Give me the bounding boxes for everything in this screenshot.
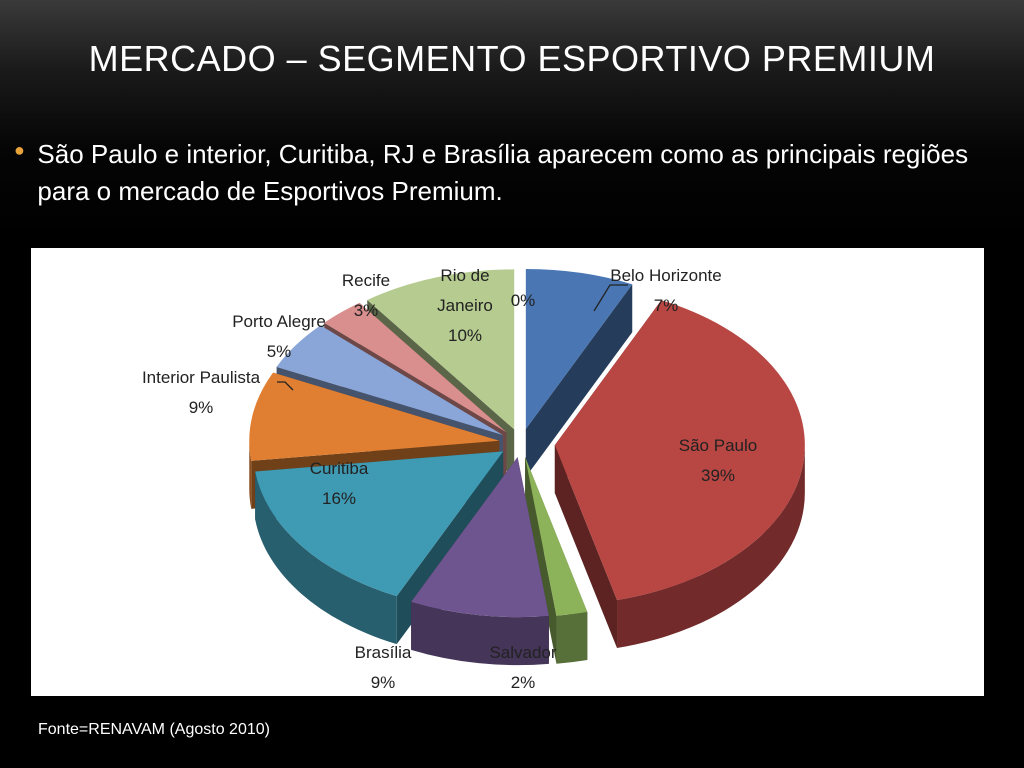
bullet-item: ● São Paulo e interior, Curitiba, RJ e B…	[14, 136, 1004, 210]
label-zero-percent: 0%	[511, 291, 536, 310]
pie-side-salvador	[556, 612, 588, 664]
pie-slice-porto-alegre	[276, 325, 503, 435]
source-note: Fonte=RENAVAM (Agosto 2010)	[38, 721, 270, 738]
label-brasilia-percent: 9%	[371, 673, 396, 692]
pie-labels: Belo Horizonte 7% São Paulo 39% Salvador 2% Br…	[142, 266, 757, 692]
bullet-dot-icon: ●	[14, 140, 25, 160]
label-belo-horizonte-name: Belo Horizonte	[610, 266, 722, 285]
pie-side-sao-paulo	[617, 445, 805, 649]
pie-side-curitiba	[255, 471, 397, 645]
leader-interior-paulista	[277, 381, 294, 391]
label-rio-de-janeiro-name-0: Rio de	[440, 266, 489, 285]
pie-side-brasilia	[411, 601, 549, 666]
label-rio-de-janeiro-name-1: Janeiro	[437, 296, 493, 315]
label-recife-name: Recife	[342, 271, 390, 290]
label-interior-paulista-name: Interior Paulista	[142, 368, 261, 387]
pie-wall-salvador-1	[525, 457, 557, 664]
label-porto-alegre-percent: 5%	[267, 342, 292, 361]
pie-slice-recife	[324, 302, 507, 433]
label-recife-percent: 3%	[354, 301, 379, 320]
pie-slice-interior-paulista	[249, 372, 500, 461]
label-rio-de-janeiro-percent: 10%	[448, 326, 482, 345]
label-sao-paulo-percent: 39%	[701, 466, 735, 485]
label-belo-horizonte-percent: 7%	[654, 296, 679, 315]
pie-wall-belo-horizonte-1	[525, 284, 633, 478]
label-brasilia-name: Brasília	[355, 643, 412, 662]
pie-slice-salvador	[525, 457, 588, 616]
pie-tops	[249, 269, 805, 618]
pie-chart: Belo Horizonte 7% São Paulo 39% Salvador 2% Br…	[31, 248, 984, 696]
pie-slice-brasilia	[411, 457, 549, 618]
label-salvador-name: Salvador	[489, 643, 556, 662]
pie-slice-curitiba	[255, 451, 504, 597]
label-curitiba-name: Curitiba	[310, 459, 369, 478]
pie-chart-svg: Belo Horizonte 7% São Paulo 39% Salvador 2% Br…	[142, 266, 805, 692]
pie-slice-sao-paulo	[554, 300, 805, 601]
label-curitiba-percent: 16%	[322, 489, 356, 508]
label-salvador-percent: 2%	[511, 673, 536, 692]
bullet-text: São Paulo e interior, Curitiba, RJ e Bra…	[37, 139, 969, 206]
label-interior-paulista-percent: 9%	[189, 398, 214, 417]
label-sao-paulo-name: São Paulo	[679, 436, 757, 455]
leader-belo-horizonte	[593, 284, 628, 312]
slide-title: MERCADO – SEGMENTO ESPORTIVO PREMIUM	[88, 38, 936, 79]
label-porto-alegre-name: Porto Alegre	[232, 312, 326, 331]
pie-wall-sao-paulo-1	[554, 445, 618, 649]
pie-slice-belo-horizonte	[525, 269, 633, 430]
pie-slice-rio-de-janeiro	[367, 269, 515, 430]
pie-side-interior-paulista	[249, 440, 252, 509]
